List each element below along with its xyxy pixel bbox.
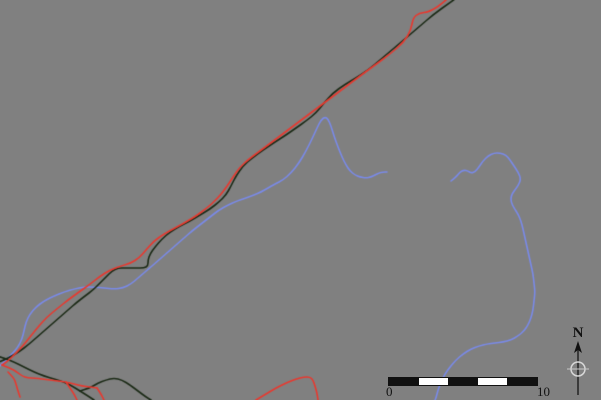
scale-bar-segment <box>418 378 449 385</box>
scale-bar-segment <box>477 378 508 385</box>
scale-bar-label-min: 0 <box>386 384 393 399</box>
scale-bar-label-max: 10 <box>537 384 550 399</box>
compass-north-label: N <box>572 325 584 341</box>
compass-rose: N <box>560 325 596 397</box>
scale-bar-segment <box>448 378 478 385</box>
compass-needle-icon <box>567 341 589 395</box>
scale-bar-segment <box>507 378 537 385</box>
scale-bar-segment <box>389 378 419 385</box>
scale-bar <box>388 377 538 386</box>
